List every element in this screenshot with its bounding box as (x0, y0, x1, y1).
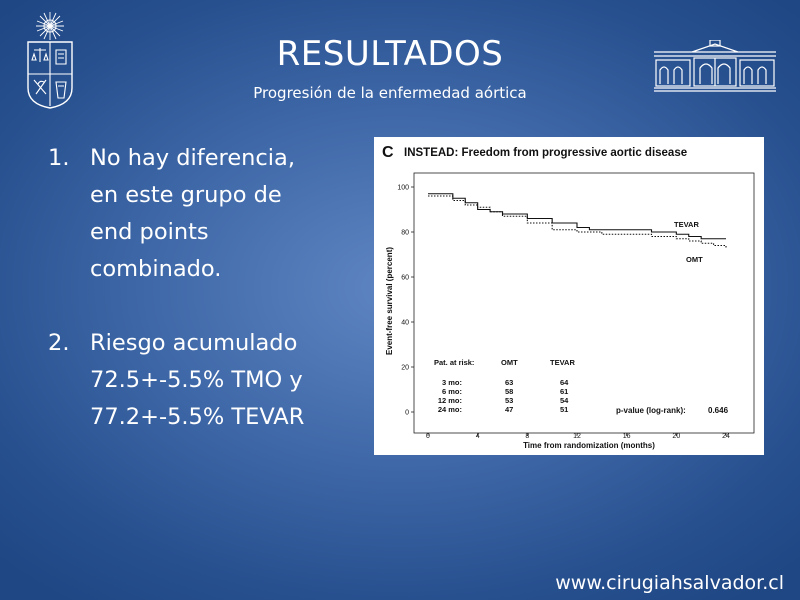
university-seal-logo (27, 12, 73, 109)
risk-row-omt: 47 (505, 405, 513, 414)
y-tick-label: 60 (401, 275, 409, 282)
survival-chart: C INSTEAD: Freedom from progressive aort… (382, 144, 755, 450)
slide-title: RESULTADOS (276, 34, 504, 74)
result-points-list: 1. No hay diferencia, en este grupo de e… (48, 140, 348, 436)
building-facade-logo (654, 40, 776, 92)
risk-header-tevar: TEVAR (550, 358, 575, 367)
chart-title: INSTEAD: Freedom from progressive aortic… (404, 147, 687, 159)
risk-row-tevar: 61 (560, 387, 568, 396)
risk-row-tevar: 51 (560, 405, 568, 414)
x-tick-label: 0 (426, 433, 430, 440)
point-number: 1. (48, 145, 70, 171)
risk-header-omt: OMT (501, 358, 518, 367)
point-line: Riesgo acumulado (90, 330, 298, 356)
series-line-tevar (428, 193, 726, 240)
survival-chart-panel: C INSTEAD: Freedom from progressive aort… (374, 137, 764, 455)
x-tick-label: 8 (525, 433, 529, 440)
y-tick-label: 80 (401, 230, 409, 237)
point-line: combinado. (90, 256, 222, 282)
risk-header-label: Pat. at risk: (434, 358, 474, 367)
x-tick-label: 24 (722, 433, 730, 440)
risk-row-omt: 63 (505, 378, 513, 387)
risk-row-tevar: 54 (560, 396, 569, 405)
point-line: 77.2+-5.5% TEVAR (90, 404, 305, 430)
risk-row-omt: 53 (505, 396, 513, 405)
y-tick-label: 40 (401, 320, 409, 327)
panel-letter: C (382, 144, 394, 161)
risk-row-label: 6 mo: (442, 387, 462, 396)
y-tick-label: 0 (405, 410, 409, 417)
x-tick-label: 16 (623, 433, 631, 440)
series-label-omt: OMT (686, 255, 703, 264)
risk-row-label: 24 mo: (438, 405, 462, 414)
website-footer: www.cirugiahsalvador.cl (555, 572, 784, 594)
risk-row-label: 12 mo: (438, 396, 462, 405)
point-line: end points (90, 219, 209, 245)
y-tick-label: 100 (397, 185, 409, 192)
pvalue-value: 0.646 (708, 406, 729, 415)
x-tick-label: 4 (476, 433, 480, 440)
point-line: No hay diferencia, (90, 145, 295, 171)
point-number: 2. (48, 330, 70, 356)
result-point-2: 2. Riesgo acumulado 72.5+-5.5% TMO y 77.… (48, 325, 348, 436)
pvalue-label: p-value (log-rank): (616, 406, 686, 415)
point-line: en este grupo de (90, 182, 282, 208)
slide-subtitle: Progresión de la enfermedad aórtica (253, 84, 527, 102)
y-axis-label: Event-free survival (percent) (385, 247, 394, 355)
x-tick-label: 20 (672, 433, 680, 440)
y-tick-label: 20 (401, 365, 409, 372)
risk-row-omt: 58 (505, 387, 513, 396)
x-tick-label: 12 (573, 433, 581, 440)
x-axis-label: Time from randomization (months) (523, 441, 655, 450)
risk-row-tevar: 64 (560, 378, 569, 387)
risk-row-label: 3 mo: (442, 378, 462, 387)
plot-frame (413, 172, 755, 434)
result-point-1: 1. No hay diferencia, en este grupo de e… (48, 140, 348, 288)
series-label-tevar: TEVAR (674, 220, 699, 229)
point-line: 72.5+-5.5% TMO y (90, 367, 303, 393)
